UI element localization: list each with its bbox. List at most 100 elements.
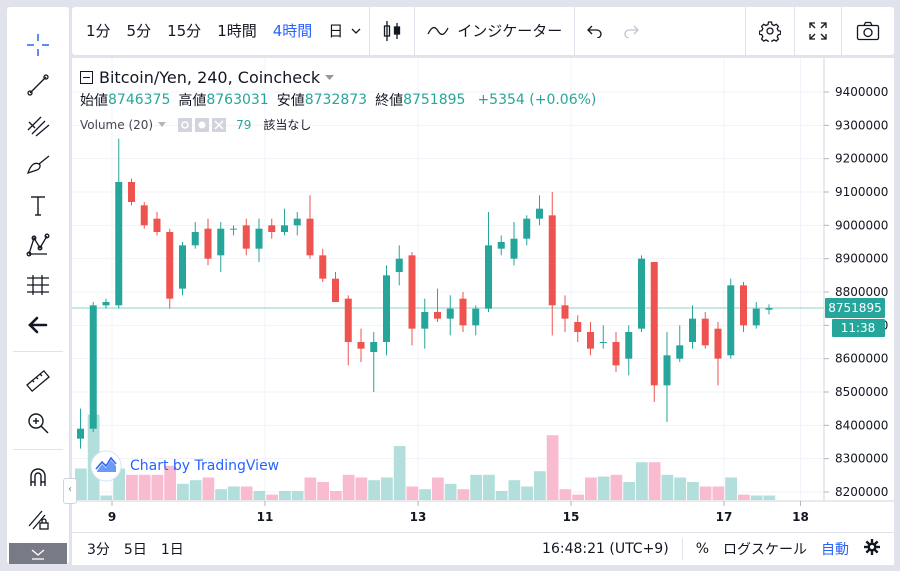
volume-bar: [444, 483, 457, 500]
settings-button[interactable]: [746, 7, 794, 55]
candle-body: [281, 225, 288, 232]
arrow-left-icon[interactable]: [7, 307, 69, 343]
volume-bar: [202, 477, 215, 500]
candle-body: [727, 285, 735, 356]
price-tick-label: 8900000: [835, 252, 888, 266]
open-value: 8746375: [108, 92, 171, 108]
volume-bar: [725, 477, 737, 500]
volume-bar: [113, 468, 125, 500]
snapshot-button[interactable]: [842, 7, 894, 55]
chart-settings-button[interactable]: [856, 539, 894, 559]
volume-bar: [279, 491, 291, 500]
text-icon[interactable]: [7, 187, 69, 223]
collapse-icon[interactable]: [80, 71, 93, 84]
volume-bar: [674, 477, 686, 500]
volume-label[interactable]: Volume (20): [80, 117, 154, 132]
prediction-icon[interactable]: [7, 267, 69, 303]
volume-bar: [699, 486, 712, 500]
candle-body: [383, 275, 390, 342]
fib-channel-icon[interactable]: [7, 107, 69, 143]
candle-body: [752, 308, 760, 326]
candle-body: [255, 228, 263, 249]
candle-body: [115, 182, 123, 306]
candle-body: [701, 318, 709, 346]
candle-body: [268, 225, 276, 232]
lock-drawing-icon[interactable]: [7, 501, 69, 537]
interval-4h[interactable]: 4時間: [272, 22, 313, 40]
candle-style-button[interactable]: [370, 7, 414, 55]
interval-1m[interactable]: 1分: [86, 22, 111, 40]
auto-scale-toggle[interactable]: 自動: [821, 542, 849, 558]
price-badge-value: 8751895: [828, 301, 881, 315]
redo-button[interactable]: [613, 7, 651, 55]
caret-down-icon: [158, 122, 167, 127]
pattern-icon[interactable]: [7, 227, 69, 263]
undo-button[interactable]: [575, 7, 613, 55]
price-badge-bg: [825, 298, 885, 319]
price-axis: 8200000830000084000008500000860000087000…: [824, 85, 888, 499]
price-tick-label: 8500000: [835, 385, 888, 399]
ruler-icon[interactable]: [7, 363, 69, 399]
interval-1d[interactable]: 日: [320, 7, 369, 55]
hide-drawings-button[interactable]: [9, 543, 67, 564]
study-controls-icon[interactable]: [178, 117, 227, 132]
candles-icon: [384, 21, 401, 41]
volume-bar: [636, 462, 648, 500]
candle-body: [204, 228, 212, 259]
volume-bar: [291, 491, 304, 500]
price-tick-label: 8800000: [835, 285, 888, 299]
candle-body: [421, 312, 429, 329]
candles: [77, 138, 773, 449]
candle-body: [446, 308, 454, 319]
time-tick-label: 11: [257, 510, 274, 524]
candle-body: [153, 218, 161, 232]
interval-1d-label: 日: [328, 22, 344, 40]
log-scale-toggle[interactable]: ログスケール: [723, 542, 807, 558]
bottom-divider: [681, 538, 683, 560]
price-chart[interactable]: 8200000830000084000008500000860000087000…: [72, 58, 894, 532]
tradingview-logo-icon: [90, 450, 122, 482]
volume-bar: [330, 491, 342, 500]
candle-body: [548, 215, 556, 306]
candle-body: [306, 218, 314, 256]
chart-grid: [72, 58, 824, 501]
interval-1h[interactable]: 1時間: [217, 22, 257, 40]
volume-bar: [597, 476, 610, 500]
close-value: 8751895: [403, 92, 466, 108]
change-value: +5354 (+0.06%): [477, 92, 597, 108]
percent-toggle[interactable]: %: [695, 541, 709, 557]
volume-bar: [342, 474, 355, 500]
symbol-title[interactable]: Bitcoin/Yen, 240, Coincheck: [99, 68, 321, 87]
magnet-icon[interactable]: [7, 459, 69, 495]
collapse-sidebar-button[interactable]: ‹: [63, 478, 77, 504]
interval-5m[interactable]: 5分: [126, 22, 152, 40]
brush-icon[interactable]: [7, 147, 69, 183]
range-3m[interactable]: 3分: [87, 542, 110, 558]
candle-body: [344, 298, 352, 342]
volume-bar: [138, 474, 151, 500]
candle-body: [230, 228, 237, 230]
fullscreen-button[interactable]: [795, 7, 841, 55]
volume-bar: [585, 477, 597, 500]
candle-body: [574, 322, 582, 332]
crosshair-icon[interactable]: [7, 27, 69, 63]
range-5d[interactable]: 5日: [123, 542, 147, 558]
indicators-button[interactable]: インジケーター: [415, 7, 574, 55]
volume-bar: [470, 474, 482, 500]
toolbar-divider: [745, 7, 746, 55]
candle-body: [102, 302, 110, 306]
candle-body: [714, 328, 722, 359]
range-1d[interactable]: 1日: [160, 542, 184, 558]
interval-15m[interactable]: 15分: [167, 22, 202, 40]
candle-body: [140, 205, 148, 226]
clock[interactable]: 16:48:21 (UTC+9): [542, 541, 669, 557]
tradingview-watermark[interactable]: Chart by TradingView: [90, 450, 279, 482]
volume-bar: [687, 482, 699, 500]
volume-bar: [406, 486, 419, 500]
redo-icon: [624, 25, 640, 38]
trend-line-icon[interactable]: [7, 67, 69, 103]
chart-area[interactable]: 8200000830000084000008500000860000087000…: [63, 58, 894, 532]
zoom-in-icon[interactable]: [7, 405, 69, 441]
volume-bar: [266, 494, 278, 500]
candle-body: [179, 245, 186, 289]
